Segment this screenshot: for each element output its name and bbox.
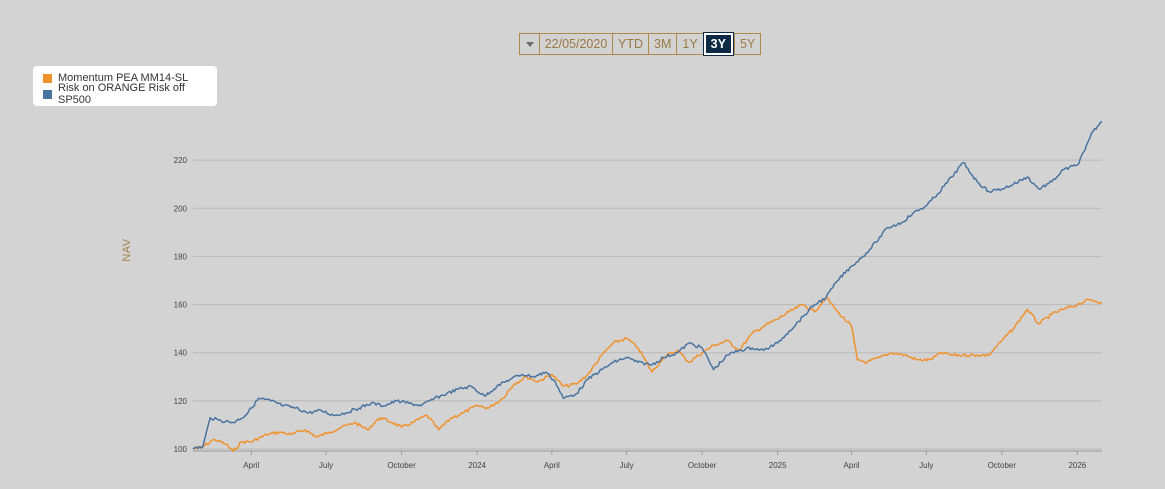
y-tick-label: 180: [174, 252, 188, 261]
chevron-down-icon: [525, 41, 534, 47]
legend-swatch-risk-on: [43, 89, 52, 99]
legend-item-risk-on[interactable]: Risk on ORANGE Risk off SP500: [43, 82, 207, 106]
series-line-momentum: [192, 296, 1103, 453]
y-tick-label: 160: [174, 301, 188, 310]
y-tick-label: 120: [174, 397, 188, 406]
chart-legend: Momentum PEA MM14-SL Risk on ORANGE Risk…: [33, 66, 217, 106]
series-lines: [192, 120, 1103, 453]
legend-item-momentum[interactable]: Momentum PEA MM14-SL: [43, 70, 207, 86]
y-tick-label: 220: [174, 156, 188, 165]
range-button-3y[interactable]: 3Y: [702, 32, 734, 56]
x-tick-label: October: [387, 461, 416, 470]
range-button-5y[interactable]: 5Y: [733, 33, 762, 55]
x-tick-label: July: [319, 461, 333, 470]
legend-label: Risk on ORANGE Risk off SP500: [58, 82, 185, 106]
x-tick-labels: April July October 2024 April July October 2025…: [193, 450, 1102, 470]
series-line-risk-on: [192, 120, 1103, 450]
x-tick-label: April: [544, 461, 560, 470]
x-tick-label: October: [688, 461, 717, 470]
y-tick-label: 140: [174, 349, 188, 358]
grid-lines: [193, 159, 1102, 450]
y-tick-labels: 100 120 140 160 180 200 220: [174, 156, 188, 454]
x-tick-label: April: [844, 461, 860, 470]
x-tick-label: October: [988, 461, 1017, 470]
y-tick-label: 100: [174, 445, 188, 454]
x-tick-label: July: [619, 461, 633, 470]
legend-swatch-momentum: [43, 73, 52, 83]
x-tick-label: 2024: [468, 461, 486, 470]
range-selector: 22/05/2020 YTD 3M 1Y 3Y 5Y: [519, 32, 762, 56]
x-tick-label: 2026: [1068, 461, 1086, 470]
legend-label: Momentum PEA MM14-SL: [58, 72, 189, 84]
range-button-1y[interactable]: 1Y: [676, 33, 704, 55]
y-tick-label: 200: [174, 204, 188, 213]
x-tick-label: July: [919, 461, 933, 470]
x-tick-label: 2025: [769, 461, 787, 470]
x-tick-label: April: [243, 461, 259, 470]
